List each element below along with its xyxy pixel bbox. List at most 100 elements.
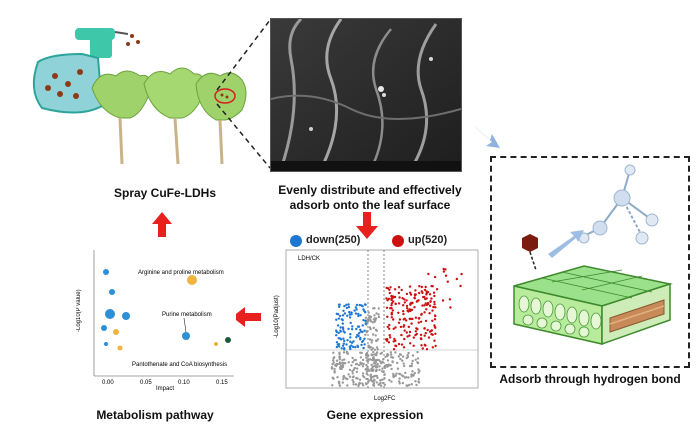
volcano-point-up bbox=[400, 288, 403, 292]
volcano-point-down bbox=[337, 331, 340, 335]
volcano-point-ns bbox=[365, 363, 368, 367]
volcano-point-ns bbox=[375, 369, 378, 372]
volcano-point-down bbox=[349, 347, 352, 351]
volcano-point-ns bbox=[337, 380, 341, 384]
volcano-point-up bbox=[428, 293, 432, 296]
volcano-point-ns bbox=[399, 357, 402, 361]
volcano-point-ns bbox=[372, 362, 376, 365]
volcano-point-down bbox=[341, 344, 345, 347]
volcano-point-up bbox=[414, 316, 418, 319]
volcano-point-ns bbox=[377, 307, 380, 310]
volcano-point-ns bbox=[332, 359, 335, 362]
volcano-point-up bbox=[427, 272, 430, 276]
volcano-point-up bbox=[419, 333, 423, 337]
sem-scale-bar bbox=[271, 161, 461, 171]
volcano-point-up bbox=[390, 316, 393, 319]
volcano-point-up bbox=[430, 297, 433, 300]
volcano-point-ns bbox=[403, 376, 407, 379]
volcano-point-up bbox=[397, 291, 401, 295]
volcano-point-ns bbox=[358, 382, 362, 385]
volcano-point-ns bbox=[352, 375, 355, 378]
volcano-point-ns bbox=[373, 348, 377, 351]
volcano-point-ns bbox=[377, 315, 381, 319]
hydrogen-bond-panel bbox=[490, 156, 690, 368]
volcano-point-ns bbox=[369, 327, 372, 331]
volcano-point-up bbox=[385, 286, 388, 290]
volcano-point-ns bbox=[375, 374, 378, 378]
legend-up-label: up(520) bbox=[408, 234, 448, 246]
volcano-point-ns bbox=[389, 351, 393, 354]
volcano-point-up bbox=[406, 307, 409, 310]
volcano-point-ns bbox=[404, 371, 407, 375]
volcano-point-down bbox=[353, 309, 356, 312]
volcano-point-up bbox=[407, 325, 410, 329]
volcano-point-ns bbox=[398, 372, 401, 375]
volcano-point-down bbox=[360, 343, 363, 347]
volcano-point-ns bbox=[335, 359, 339, 362]
volcano-point-down bbox=[362, 339, 365, 342]
volcano-point-up bbox=[387, 341, 391, 344]
volcano-point-ns bbox=[364, 316, 368, 319]
metabolism-bubble-chart: Arginine and proline metabolism Purine m… bbox=[76, 244, 236, 394]
volcano-point-down bbox=[337, 345, 341, 348]
volcano-point-ns bbox=[414, 358, 417, 361]
volcano-point-ns bbox=[383, 366, 387, 370]
volcano-point-up bbox=[397, 321, 401, 324]
annotation-pantothenate: Pantothenate and CoA biosynthesis bbox=[132, 362, 227, 368]
volcano-point-ns bbox=[361, 372, 365, 375]
volcano-point-down bbox=[345, 343, 348, 346]
volcano-point-ns bbox=[390, 353, 393, 356]
volcano-point-ns bbox=[402, 362, 405, 365]
volcano-point-ns bbox=[345, 350, 349, 354]
volcano-point-up bbox=[414, 330, 417, 333]
volcano-point-ns bbox=[411, 354, 415, 357]
volcano-point-down bbox=[341, 314, 345, 317]
volcano-point-ns bbox=[361, 358, 365, 362]
gene-caption: Gene expression bbox=[326, 408, 424, 422]
volcano-point-up bbox=[434, 344, 437, 348]
volcano-point-ns bbox=[371, 356, 375, 360]
volcano-point-up bbox=[420, 344, 423, 347]
volcano-point-up bbox=[388, 327, 391, 330]
volcano-point-down bbox=[348, 316, 352, 319]
volcano-point-ns bbox=[401, 381, 405, 385]
volcano-point-down bbox=[335, 334, 338, 337]
volcano-point-up bbox=[419, 320, 423, 323]
volcano-point-ns bbox=[367, 344, 370, 347]
volcano-point-up bbox=[433, 303, 436, 306]
volcano-point-down bbox=[359, 336, 362, 340]
volcano-point-up bbox=[444, 268, 447, 271]
volcano-point-up bbox=[392, 348, 396, 351]
volcano-point-ns bbox=[369, 378, 373, 381]
volcano-point-up bbox=[398, 318, 402, 321]
volcano-point-ns bbox=[367, 311, 370, 314]
metabolism-ylabel: -Log10(P value) bbox=[76, 289, 82, 332]
volcano-point-up bbox=[423, 288, 427, 292]
volcano-point-ns bbox=[348, 375, 352, 378]
volcano-point-ns bbox=[417, 378, 421, 381]
volcano-point-up bbox=[393, 295, 397, 299]
volcano-point-up bbox=[412, 336, 415, 339]
volcano-point-ns bbox=[375, 329, 378, 332]
volcano-point-ns bbox=[357, 363, 361, 367]
volcano-point-up bbox=[433, 326, 437, 329]
volcano-point-ns bbox=[391, 360, 394, 364]
volcano-point-down bbox=[363, 309, 366, 313]
volcano-point-down bbox=[347, 303, 350, 306]
volcano-point-down bbox=[349, 321, 352, 325]
volcano-point-ns bbox=[375, 346, 379, 349]
volcano-point-ns bbox=[338, 384, 342, 387]
volcano-point-up bbox=[397, 311, 400, 314]
volcano-point-ns bbox=[366, 355, 370, 358]
volcano-point-up bbox=[393, 337, 396, 341]
volcano-point-ns bbox=[376, 376, 379, 379]
volcano-point-up bbox=[405, 331, 408, 334]
spray-caption: Spray CuFe-LDHs bbox=[113, 186, 217, 200]
volcano-point-up bbox=[403, 337, 406, 341]
volcano-point-down bbox=[364, 303, 367, 306]
volcano-point-ns bbox=[351, 370, 354, 373]
volcano-point-ns bbox=[347, 373, 350, 376]
volcano-point-up bbox=[415, 332, 418, 336]
volcano-point-up bbox=[402, 346, 406, 349]
